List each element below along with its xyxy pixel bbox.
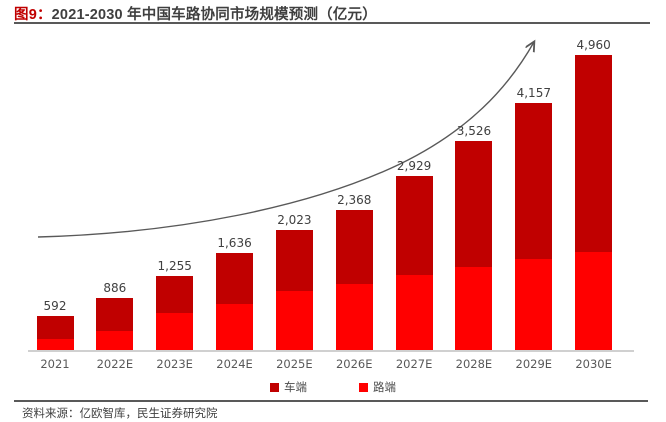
legend: 车端 路端 — [0, 379, 666, 395]
title-divider — [14, 22, 650, 24]
bar-total-label: 3,526 — [456, 123, 492, 138]
bar-group — [455, 140, 493, 351]
bottom-divider — [14, 400, 648, 402]
bar-segment-vehicle-side — [96, 298, 134, 332]
bar-group — [96, 298, 134, 351]
bar-segment-road-side — [275, 291, 313, 351]
bar-segment-vehicle-side — [575, 55, 613, 252]
bar-group — [395, 176, 433, 351]
x-axis-tick-label: 2029E — [515, 357, 553, 371]
x-axis-tick-label: 2024E — [216, 357, 253, 371]
bar-segment-vehicle-side — [156, 276, 194, 313]
x-axis-tick-label: 2030E — [575, 357, 612, 371]
figure-number-label: 图9： — [14, 7, 52, 23]
legend-label: 车端 — [284, 382, 307, 394]
bar-total-label: 1,636 — [217, 236, 252, 251]
bar-total-label: 2,929 — [396, 159, 432, 174]
x-axis-tick-label: 2022E — [96, 357, 134, 371]
bar-segment-vehicle-side — [216, 253, 254, 305]
x-axis-tick-label: 2027E — [395, 357, 433, 371]
bar-segment-road-side — [395, 274, 433, 351]
legend-swatch-icon — [359, 382, 368, 392]
x-axis-tick-label: 2023E — [156, 357, 193, 371]
bar-total-label: 592 — [43, 298, 67, 313]
x-axis-tick-label: 2021 — [40, 357, 70, 371]
legend-item: 车端 — [270, 379, 307, 395]
bar-segment-vehicle-side — [335, 209, 373, 284]
bar-segment-road-side — [575, 251, 613, 351]
bar-group — [335, 209, 373, 351]
legend-label: 路端 — [373, 382, 396, 394]
bar-group — [156, 276, 194, 351]
source-note: 资料来源：亿欧智库，民生证券研究院 — [22, 408, 218, 420]
bar-group — [36, 315, 74, 351]
bar-total-label: 2,023 — [277, 213, 312, 228]
bar-segment-vehicle-side — [395, 176, 433, 275]
bar-segment-vehicle-side — [515, 102, 553, 260]
bar-segment-road-side — [156, 312, 194, 351]
bar-total-label: 2,368 — [337, 192, 372, 207]
bar-total-label: 1,255 — [157, 259, 192, 274]
figure-title-text: 2021-2030 年中国车路协同市场规模预测（亿元） — [51, 7, 377, 23]
bar-segment-road-side — [36, 339, 74, 351]
x-axis-tick-label: 2028E — [455, 357, 493, 371]
bar-segment-vehicle-side — [36, 315, 74, 340]
bar-group — [515, 102, 553, 351]
legend-item: 路端 — [359, 379, 396, 395]
bar-total-label: 886 — [103, 281, 127, 296]
x-axis-tick-label: 2025E — [276, 357, 313, 371]
bar-segment-vehicle-side — [275, 230, 313, 292]
bar-group — [216, 253, 254, 351]
bar-segment-road-side — [455, 267, 493, 351]
bar-segment-road-side — [335, 283, 373, 351]
bar-segment-road-side — [515, 259, 553, 351]
bar-group — [575, 55, 613, 351]
bar-segment-vehicle-side — [455, 140, 493, 268]
x-axis-line — [28, 350, 634, 352]
bar-group — [275, 230, 313, 351]
bar-total-label: 4,157 — [516, 85, 551, 100]
x-axis-tick-label: 2026E — [335, 357, 373, 371]
figure-title: 图9：2021-2030 年中国车路协同市场规模预测（亿元） — [14, 3, 377, 24]
legend-swatch-icon — [270, 382, 279, 392]
bar-segment-road-side — [216, 304, 254, 351]
bar-segment-road-side — [96, 331, 134, 351]
bar-total-label: 4,960 — [576, 38, 611, 52]
